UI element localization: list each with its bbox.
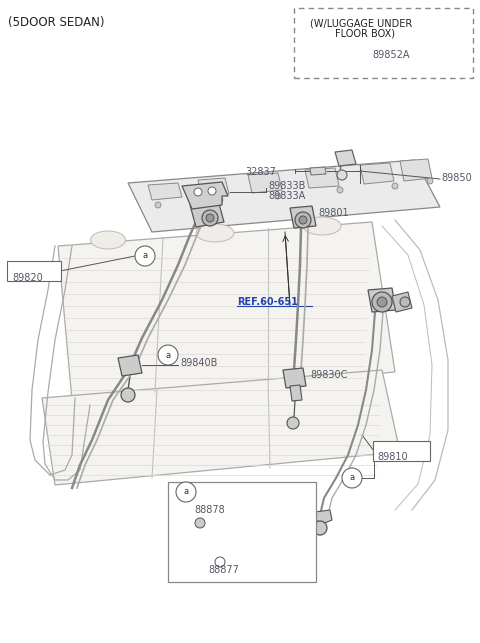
- Circle shape: [315, 55, 321, 61]
- Circle shape: [392, 183, 398, 189]
- Circle shape: [427, 178, 433, 184]
- Polygon shape: [315, 510, 332, 524]
- FancyBboxPatch shape: [294, 8, 473, 78]
- Circle shape: [176, 482, 196, 502]
- Text: 89801: 89801: [318, 208, 348, 218]
- Text: REF.60-651: REF.60-651: [237, 297, 298, 307]
- Circle shape: [135, 246, 155, 266]
- Text: 89852A: 89852A: [372, 50, 409, 60]
- Polygon shape: [42, 370, 400, 485]
- FancyBboxPatch shape: [373, 441, 430, 461]
- Polygon shape: [290, 385, 302, 401]
- Polygon shape: [368, 288, 396, 312]
- Polygon shape: [58, 222, 395, 400]
- FancyBboxPatch shape: [168, 482, 316, 582]
- Polygon shape: [392, 292, 412, 312]
- Text: a: a: [143, 251, 147, 260]
- Circle shape: [155, 202, 161, 208]
- Circle shape: [342, 468, 362, 488]
- Circle shape: [315, 168, 321, 174]
- Circle shape: [377, 297, 387, 307]
- Text: a: a: [183, 487, 189, 496]
- Circle shape: [299, 216, 307, 224]
- Circle shape: [195, 518, 205, 528]
- Circle shape: [400, 297, 410, 307]
- Text: 89850: 89850: [441, 173, 472, 183]
- Polygon shape: [400, 159, 432, 181]
- Circle shape: [295, 212, 311, 228]
- Circle shape: [337, 187, 343, 193]
- Circle shape: [287, 417, 299, 429]
- Polygon shape: [310, 167, 326, 175]
- Polygon shape: [335, 150, 356, 166]
- Text: 89820: 89820: [12, 273, 43, 283]
- Circle shape: [215, 557, 225, 567]
- Text: 88877: 88877: [208, 565, 239, 575]
- Polygon shape: [198, 178, 229, 197]
- Polygon shape: [305, 168, 339, 188]
- Text: 88878: 88878: [194, 505, 225, 515]
- Circle shape: [372, 292, 392, 312]
- Polygon shape: [190, 200, 224, 227]
- Text: 89833A: 89833A: [268, 191, 305, 201]
- Circle shape: [337, 170, 347, 180]
- Polygon shape: [248, 173, 282, 193]
- Circle shape: [206, 214, 214, 222]
- Circle shape: [313, 521, 327, 535]
- Circle shape: [208, 187, 216, 195]
- Circle shape: [202, 210, 218, 226]
- Polygon shape: [182, 182, 228, 209]
- Text: 32837: 32837: [245, 167, 276, 177]
- Circle shape: [158, 345, 178, 365]
- Text: 89830C: 89830C: [310, 370, 348, 380]
- Text: a: a: [349, 473, 355, 482]
- Polygon shape: [148, 183, 182, 200]
- FancyBboxPatch shape: [7, 261, 61, 281]
- Circle shape: [217, 197, 223, 203]
- Text: 89810: 89810: [377, 452, 408, 462]
- Text: 89840B: 89840B: [180, 358, 217, 368]
- Circle shape: [275, 193, 281, 199]
- Polygon shape: [290, 206, 316, 228]
- Circle shape: [302, 61, 310, 69]
- Circle shape: [194, 188, 202, 196]
- Text: (5DOOR SEDAN): (5DOOR SEDAN): [8, 16, 105, 29]
- Text: 89833B: 89833B: [268, 181, 305, 191]
- Polygon shape: [118, 355, 142, 376]
- Polygon shape: [360, 163, 394, 184]
- Text: a: a: [166, 350, 170, 359]
- Text: (W/LUGGAGE UNDER: (W/LUGGAGE UNDER: [310, 19, 412, 29]
- Polygon shape: [128, 160, 440, 232]
- Text: FLOOR BOX): FLOOR BOX): [335, 29, 395, 39]
- Circle shape: [121, 388, 135, 402]
- Ellipse shape: [91, 231, 125, 249]
- Polygon shape: [283, 368, 306, 388]
- Ellipse shape: [196, 224, 234, 242]
- Ellipse shape: [303, 217, 341, 235]
